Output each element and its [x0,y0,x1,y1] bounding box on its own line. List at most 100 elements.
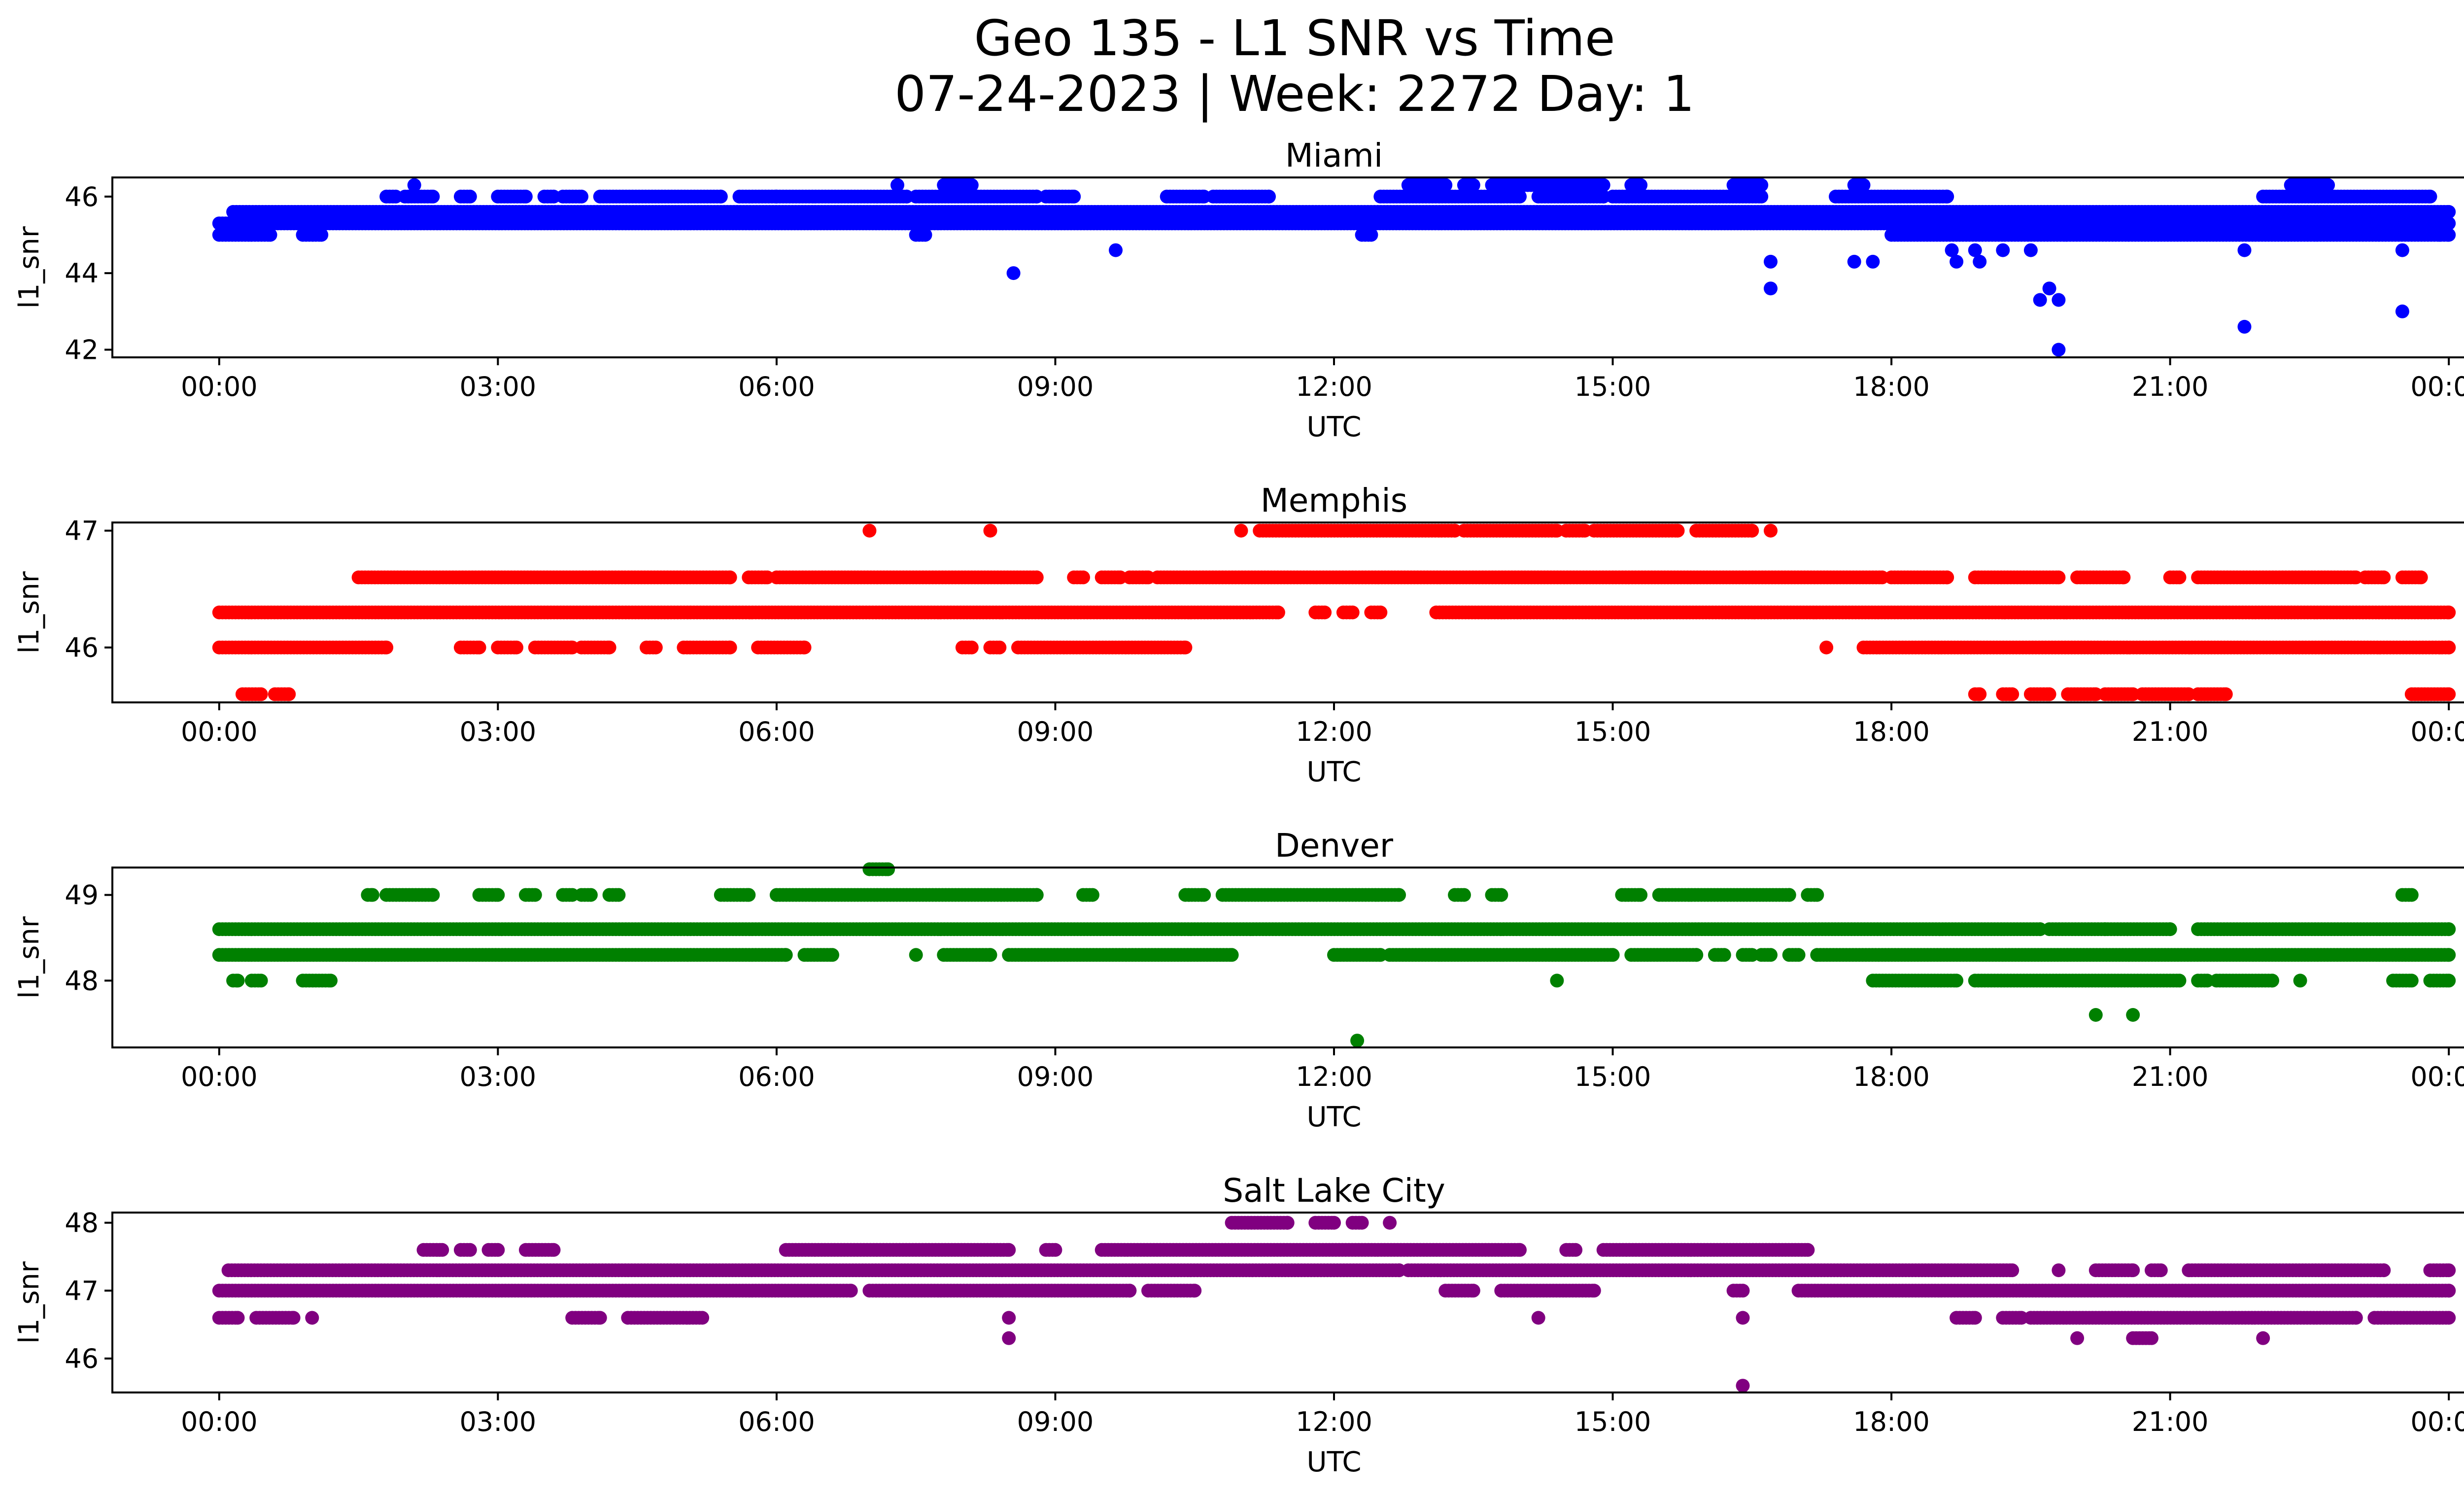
data-point [2442,605,2456,620]
data-point [983,523,997,538]
x-tick-label: 03:00 [460,716,537,747]
data-point [723,570,737,585]
data-point [2442,687,2456,701]
data-point [1466,178,1480,192]
data-point [1364,228,1378,242]
data-point [2442,948,2456,962]
data-point [2117,570,2131,585]
data-point [2442,205,2456,219]
data-point [1178,640,1193,655]
data-point [1996,243,2010,257]
x-tick-label: 00:00 [181,716,258,747]
data-point [1973,687,1987,701]
data-point [575,189,588,204]
data-points [212,862,2456,1048]
x-tick-label: 18:00 [1853,716,1930,747]
data-point [518,189,533,204]
data-point [1717,948,1731,962]
data-point [1029,570,1044,585]
data-point [1754,189,1769,204]
x-tick-label: 00:00 [2410,716,2464,747]
y-tick-label: 42 [65,334,99,365]
data-point [1109,243,1123,257]
data-point [797,640,812,655]
data-point [890,178,904,192]
data-point [2442,216,2456,231]
data-point [1856,178,1871,192]
data-point [2033,293,2047,307]
data-point [2414,570,2428,585]
data-point [714,189,728,204]
data-point [2442,640,2456,655]
x-tick-label: 00:00 [181,371,258,402]
x-tick-label: 12:00 [1296,716,1372,747]
data-point [1345,605,1360,620]
data-point [2265,973,2279,988]
data-point [2293,973,2307,988]
x-tick-label: 18:00 [1853,371,1930,402]
data-point [407,178,421,192]
data-point [1076,570,1090,585]
data-point [1006,266,1021,280]
x-tick-label: 06:00 [738,716,815,747]
figure-title-line-1: Geo 135 - L1 SNR vs Time [974,9,1615,67]
data-point [602,640,616,655]
data-point [1671,523,1685,538]
x-tick-label: 03:00 [460,371,537,402]
subplots: Miami 00:00 03:00 06:00 09:00 12:00 15:00 18:00… [13,137,2464,1478]
y-tick-label: 47 [65,516,99,547]
data-point [2042,281,2056,296]
data-point [510,640,523,655]
data-point [1318,605,1332,620]
data-point [1754,178,1769,192]
data-point [254,687,268,701]
data-point [1945,243,1959,257]
subplot-title: Miami [1285,137,1383,174]
data-point [862,523,877,538]
data-point [1689,948,1704,962]
data-point [1764,523,1778,538]
data-point [1940,570,1954,585]
data-point [983,948,997,962]
x-tick-label: 12:00 [1296,371,1372,402]
y-axis-label: l1_snr [13,226,45,309]
subplot-title: Denver [1275,827,1394,865]
data-point [2395,304,2409,318]
data-point [2432,228,2447,242]
data-point [1262,189,1276,204]
x-tick-label: 09:00 [1017,716,1094,747]
figure-title-line-2: 07-24-2023 | Week: 2272 Day: 1 [894,65,1694,123]
data-point [472,640,486,655]
data-point [1225,948,1239,962]
x-tick-label: 06:00 [738,371,815,402]
data-point [1950,973,1964,988]
data-point [1819,640,1834,655]
data-point [964,640,979,655]
data-point [263,228,277,242]
data-point [2395,243,2409,257]
data-point [231,973,245,988]
data-point [2219,687,2233,701]
data-point [1550,973,1564,988]
data-point [2237,319,2252,334]
data-point [723,640,737,655]
data-point [1513,189,1527,204]
data-point [1634,178,1648,192]
x-tick-label: 09:00 [1017,371,1094,402]
data-point [314,228,329,242]
data-point [282,687,296,701]
x-axis-label: UTC [1306,756,1361,788]
data-point [964,178,979,192]
data-point [2005,687,2019,701]
data-point [379,640,394,655]
data-point [1764,281,1778,296]
y-tick-label: 44 [65,258,99,289]
y-tick-label: 46 [65,181,99,212]
data-point [1973,254,1987,269]
data-points [212,178,2456,357]
x-tick-label: 15:00 [1574,716,1651,747]
data-point [324,973,338,988]
